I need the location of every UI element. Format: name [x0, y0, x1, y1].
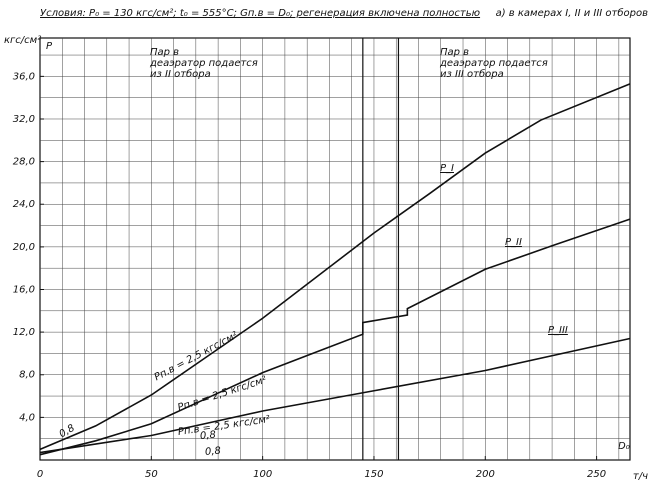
series-label: P_III [548, 325, 568, 336]
y-tick-label: 8,0 [19, 370, 35, 381]
y-unit: кгс/см² [4, 35, 41, 46]
series-line [39, 337, 631, 454]
x-tick-label: 100 [253, 469, 272, 480]
series-label: P_II [505, 237, 522, 248]
y-tick-label: 36,0 [13, 71, 35, 82]
x-unit: т/ч [633, 471, 648, 482]
x-tick-label: 250 [587, 469, 606, 480]
series-label: P_I [440, 163, 454, 174]
chart-title: Условия: P₀ = 130 кгс/см²; t₀ = 555°C; G… [40, 8, 480, 19]
x-tick-label: 0 [37, 469, 43, 480]
y-tick-label: 12,0 [13, 327, 35, 338]
annotation: 0,8 [205, 446, 222, 458]
y-tick-label: 32,0 [13, 114, 35, 125]
annotation: Пар в деаэратор подается из II отбора [149, 47, 258, 80]
x-label: D₀ [618, 441, 630, 452]
annotation: Pп.в = 2,5 кгс/см² [176, 375, 268, 414]
series-line [39, 218, 631, 456]
plot-frame [39, 37, 631, 461]
x-tick-label: 200 [476, 469, 495, 480]
x-tick-label: 150 [364, 469, 383, 480]
y-tick-label: 28,0 [13, 157, 35, 168]
chart-subtitle: а) в камерах I, II и III отборов [496, 7, 648, 19]
annotation: Пар в деаэратор подается из III отбора [439, 47, 548, 80]
annotation: 0,8 [200, 430, 217, 442]
y-tick-label: 4,0 [19, 412, 35, 423]
annotation: Pп.в = 2,5 кгс/см² [177, 414, 270, 438]
y-tick-label: 20,0 [13, 242, 35, 253]
annotation: 0,8 [58, 423, 77, 440]
y-tick-label: 16,0 [13, 284, 35, 295]
x-tick-label: 50 [145, 469, 158, 480]
y-tick-label: 24,0 [13, 199, 35, 210]
y-label: P [46, 41, 53, 52]
series-line [39, 83, 631, 451]
annotation: Pп.в = 2,5 кгс/см² [153, 330, 240, 383]
